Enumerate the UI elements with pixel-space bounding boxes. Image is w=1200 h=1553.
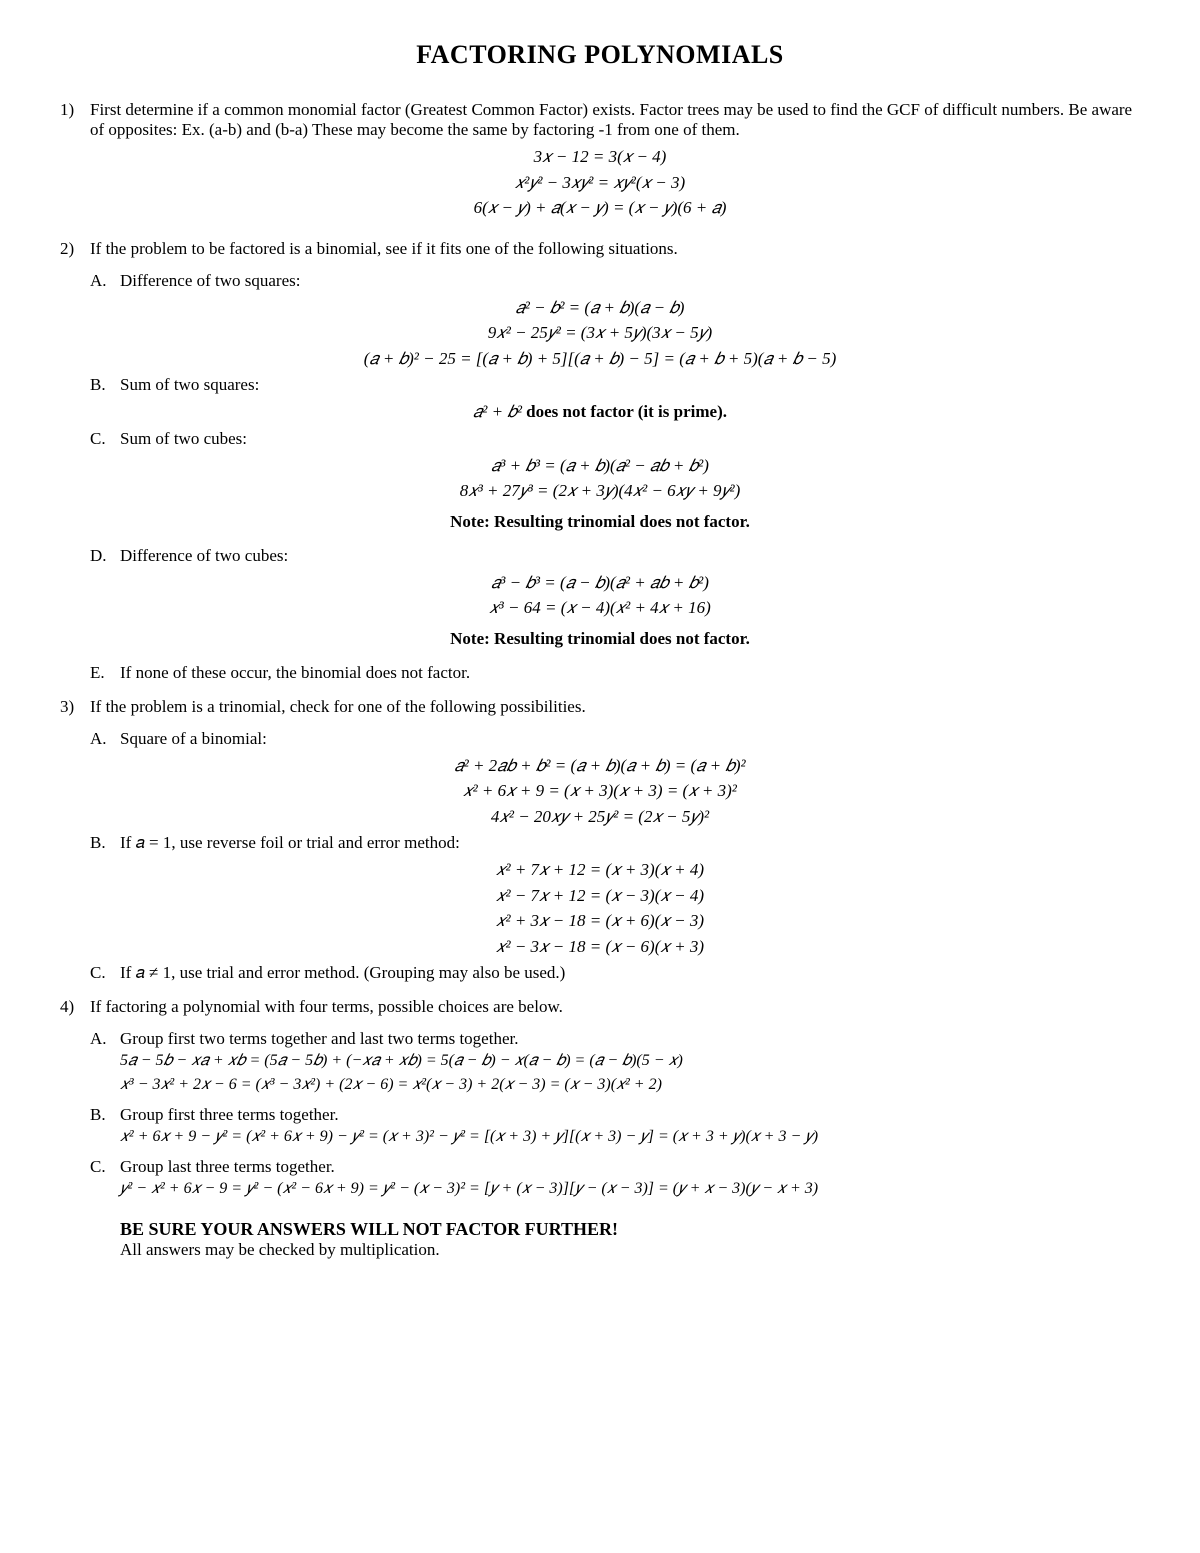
eq: 𝑥² + 3𝑥 − 18 = (𝑥 + 6)(𝑥 − 3)	[60, 908, 1140, 934]
eq: 𝑥³ − 64 = (𝑥 − 4)(𝑥² + 4𝑥 + 16)	[60, 595, 1140, 621]
eq: 9𝑥² − 25𝑦² = (3𝑥 + 5𝑦)(3𝑥 − 5𝑦)	[60, 320, 1140, 346]
sub-label: If 𝑎 ≠ 1, use trial and error method. (G…	[120, 963, 1140, 983]
eq: 𝑥² + 6𝑥 + 9 − 𝑦² = (𝑥² + 6𝑥 + 9) − 𝑦² = …	[120, 1125, 1140, 1149]
final-text: All answers may be checked by multiplica…	[120, 1240, 1140, 1260]
sub-label: If 𝑎 = 1, use reverse foil or trial and …	[120, 833, 1140, 853]
item-3c: C. If 𝑎 ≠ 1, use trial and error method.…	[90, 963, 1140, 983]
item-2-text: If the problem to be factored is a binom…	[90, 239, 1140, 259]
item-4a-equations: 5𝑎 − 5𝑏 − 𝑥𝑎 + 𝑥𝑏 = (5𝑎 − 5𝑏) + (−𝑥𝑎 + 𝑥…	[120, 1049, 1140, 1097]
item-3-number: 3)	[60, 697, 90, 717]
item-2c-equations: 𝑎³ + 𝑏³ = (𝑎 + 𝑏)(𝑎² − 𝑎𝑏 + 𝑏²) 8𝑥³ + 27…	[60, 453, 1140, 504]
item-2a-equations: 𝑎² − 𝑏² = (𝑎 + 𝑏)(𝑎 − 𝑏) 9𝑥² − 25𝑦² = (3…	[60, 295, 1140, 372]
eq: 𝑎³ − 𝑏³ = (𝑎 − 𝑏)(𝑎² + 𝑎𝑏 + 𝑏²)	[60, 570, 1140, 596]
eq: 𝑥² + 6𝑥 + 9 = (𝑥 + 3)(𝑥 + 3) = (𝑥 + 3)²	[60, 778, 1140, 804]
sub-label: Group first two terms together and last …	[120, 1029, 1140, 1049]
sub-letter: C.	[90, 963, 120, 983]
item-1: 1) First determine if a common monomial …	[60, 100, 1140, 140]
sub-letter: D.	[90, 546, 120, 566]
sub-letter: B.	[90, 375, 120, 395]
sub-letter: A.	[90, 729, 120, 749]
sub-letter: B.	[90, 833, 120, 853]
item-4-number: 4)	[60, 997, 90, 1017]
sub-letter: C.	[90, 1157, 120, 1177]
item-2a: A. Difference of two squares:	[90, 271, 1140, 291]
item-2d-equations: 𝑎³ − 𝑏³ = (𝑎 − 𝑏)(𝑎² + 𝑎𝑏 + 𝑏²) 𝑥³ − 64 …	[60, 570, 1140, 621]
item-2-number: 2)	[60, 239, 90, 259]
eq: 𝑥² + 7𝑥 + 12 = (𝑥 + 3)(𝑥 + 4)	[60, 857, 1140, 883]
eq: 6(𝑥 − 𝑦) + 𝑎(𝑥 − 𝑦) = (𝑥 − 𝑦)(6 + 𝑎)	[60, 195, 1140, 221]
item-3a: A. Square of a binomial:	[90, 729, 1140, 749]
eq: 𝑎³ + 𝑏³ = (𝑎 + 𝑏)(𝑎² − 𝑎𝑏 + 𝑏²)	[60, 453, 1140, 479]
sub-label: Group first three terms together.	[120, 1105, 1140, 1125]
sub-label: Square of a binomial:	[120, 729, 1140, 749]
sub-letter: A.	[90, 1029, 120, 1049]
item-4c: C. Group last three terms together.	[90, 1157, 1140, 1177]
item-4a: A. Group first two terms together and la…	[90, 1029, 1140, 1049]
item-3a-equations: 𝑎² + 2𝑎𝑏 + 𝑏² = (𝑎 + 𝑏)(𝑎 + 𝑏) = (𝑎 + 𝑏)…	[60, 753, 1140, 830]
item-4b: B. Group first three terms together.	[90, 1105, 1140, 1125]
final-bold: BE SURE YOUR ANSWERS WILL NOT FACTOR FUR…	[120, 1219, 1140, 1240]
item-2b-equations: 𝑎² + 𝑏² does not factor (it is prime).	[60, 399, 1140, 425]
sub-letter: C.	[90, 429, 120, 449]
item-2d: D. Difference of two cubes:	[90, 546, 1140, 566]
item-3b: B. If 𝑎 = 1, use reverse foil or trial a…	[90, 833, 1140, 853]
eq: 𝑥²𝑦² − 3𝑥𝑦² = 𝑥𝑦²(𝑥 − 3)	[60, 170, 1140, 196]
eq: 5𝑎 − 5𝑏 − 𝑥𝑎 + 𝑥𝑏 = (5𝑎 − 5𝑏) + (−𝑥𝑎 + 𝑥…	[120, 1049, 1140, 1073]
item-2: 2) If the problem to be factored is a bi…	[60, 239, 1140, 259]
item-4-text: If factoring a polynomial with four term…	[90, 997, 1140, 1017]
item-3: 3) If the problem is a trinomial, check …	[60, 697, 1140, 717]
eq: 𝑥³ − 3𝑥² + 2𝑥 − 6 = (𝑥³ − 3𝑥²) + (2𝑥 − 6…	[120, 1073, 1140, 1097]
sub-letter: B.	[90, 1105, 120, 1125]
eq: 𝑥² − 3𝑥 − 18 = (𝑥 − 6)(𝑥 + 3)	[60, 934, 1140, 960]
eq: (𝑎 + 𝑏)² − 25 = [(𝑎 + 𝑏) + 5][(𝑎 + 𝑏) − …	[60, 346, 1140, 372]
sub-label: Difference of two cubes:	[120, 546, 1140, 566]
item-2c: C. Sum of two cubes:	[90, 429, 1140, 449]
item-2b: B. Sum of two squares:	[90, 375, 1140, 395]
item-1-number: 1)	[60, 100, 90, 140]
sub-label: Group last three terms together.	[120, 1157, 1140, 1177]
item-4b-equations: 𝑥² + 6𝑥 + 9 − 𝑦² = (𝑥² + 6𝑥 + 9) − 𝑦² = …	[120, 1125, 1140, 1149]
eq: 𝑎² + 𝑏² does not factor (it is prime).	[60, 399, 1140, 425]
item-4: 4) If factoring a polynomial with four t…	[60, 997, 1140, 1017]
sub-label: Sum of two squares:	[120, 375, 1140, 395]
sub-letter: E.	[90, 663, 120, 683]
page-title: FACTORING POLYNOMIALS	[60, 40, 1140, 70]
eq: 3𝑥 − 12 = 3(𝑥 − 4)	[60, 144, 1140, 170]
sub-label: If none of these occur, the binomial doe…	[120, 663, 1140, 683]
item-3b-equations: 𝑥² + 7𝑥 + 12 = (𝑥 + 3)(𝑥 + 4) 𝑥² − 7𝑥 + …	[60, 857, 1140, 959]
eq: 𝑎² − 𝑏² = (𝑎 + 𝑏)(𝑎 − 𝑏)	[60, 295, 1140, 321]
item-2e: E. If none of these occur, the binomial …	[90, 663, 1140, 683]
item-4c-equations: 𝑦² − 𝑥² + 6𝑥 − 9 = 𝑦² − (𝑥² − 6𝑥 + 9) = …	[120, 1177, 1140, 1201]
eq: 𝑎² + 2𝑎𝑏 + 𝑏² = (𝑎 + 𝑏)(𝑎 + 𝑏) = (𝑎 + 𝑏)…	[60, 753, 1140, 779]
eq: 𝑦² − 𝑥² + 6𝑥 − 9 = 𝑦² − (𝑥² − 6𝑥 + 9) = …	[120, 1177, 1140, 1201]
eq: 8𝑥³ + 27𝑦³ = (2𝑥 + 3𝑦)(4𝑥² − 6𝑥𝑦 + 9𝑦²)	[60, 478, 1140, 504]
sub-label: Sum of two cubes:	[120, 429, 1140, 449]
item-2c-note: Note: Resulting trinomial does not facto…	[60, 512, 1140, 532]
final-note: BE SURE YOUR ANSWERS WILL NOT FACTOR FUR…	[120, 1219, 1140, 1260]
eq: 4𝑥² − 20𝑥𝑦 + 25𝑦² = (2𝑥 − 5𝑦)²	[60, 804, 1140, 830]
item-1-text: First determine if a common monomial fac…	[90, 100, 1140, 140]
eq: 𝑥² − 7𝑥 + 12 = (𝑥 − 3)(𝑥 − 4)	[60, 883, 1140, 909]
item-1-equations: 3𝑥 − 12 = 3(𝑥 − 4) 𝑥²𝑦² − 3𝑥𝑦² = 𝑥𝑦²(𝑥 −…	[60, 144, 1140, 221]
item-2d-note: Note: Resulting trinomial does not facto…	[60, 629, 1140, 649]
sub-letter: A.	[90, 271, 120, 291]
sub-label: Difference of two squares:	[120, 271, 1140, 291]
item-3-text: If the problem is a trinomial, check for…	[90, 697, 1140, 717]
